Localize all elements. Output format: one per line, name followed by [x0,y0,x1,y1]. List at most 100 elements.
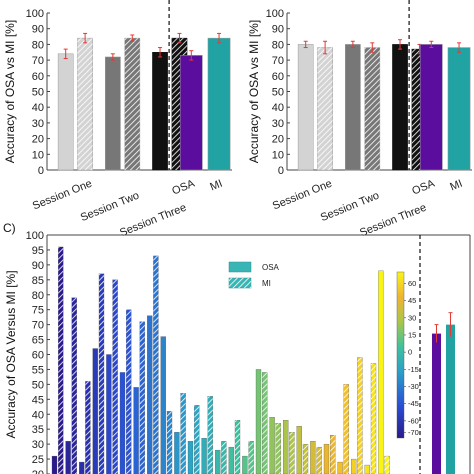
panel-c-mi-bar-hatch [262,372,268,474]
panel-c-mi-bar-hatch [139,321,145,474]
panel-c-mi-bar-hatch [194,405,200,474]
panel-c-y-tick-label: 50 [32,379,44,391]
panel-a-x-tick-label: Session Three [118,202,188,240]
panel-c-y-tick-label: 45 [32,394,44,406]
panel-c-y-tick-label: 60 [32,350,44,362]
panel-b-y-axis-label: Accuracy of OSA vs MI [%] [247,20,261,163]
panel-b-x-tick-label: OSA [410,177,437,197]
legend-mi-label: MI [262,279,271,288]
panel-b-y-tick-label: 20 [272,134,284,146]
panel-c-mi-bar-hatch [71,297,77,474]
panel-c-mi-bar-hatch [357,357,363,474]
panel-a-bar [57,53,74,171]
colorbar-tick-label: 30 [408,313,416,322]
panel-c-mi-bar-hatch [248,441,254,474]
panel-a-y-tick-label: 100 [26,8,44,20]
colorbar-tick-label: -30 [408,382,419,391]
panel-c-osa-bar [364,464,370,474]
panel-b-y-tick-label: 70 [272,55,284,67]
panel-c-y-tick-label: 65 [32,335,44,347]
panel-c-osa-bar [310,440,316,474]
panel-c-summary-bar-osa [432,333,441,474]
panel-a-y-tick-label: 30 [32,118,44,130]
panel-a-y-axis-label: Accuracy of OSA vs MI [%] [3,20,17,163]
panel-b-bar [392,44,408,171]
panel-a-x-tick-label: Session Two [79,190,141,224]
panel-a-y-tick-label: 20 [32,134,44,146]
panel-b-y-tick-label: 30 [272,118,284,130]
panel-c-osa-bar [133,387,139,474]
panel-b-x-tick-label: Session One [271,178,334,213]
panel-c-osa-bar [79,461,85,474]
panel-c-mi-bar-hatch [289,432,295,474]
legend-osa-label: OSA [262,263,280,272]
panel-c-y-tick-label: 35 [32,424,44,436]
panel-c-osa-bar [242,455,248,474]
panel-c-osa-bar [51,455,58,474]
panel-a-y-tick-label: 50 [32,87,44,99]
panel-c-osa-bar [106,354,112,474]
panel-c-mi-bar-hatch [207,396,213,474]
panel-a-y-tick-label: 70 [32,55,44,67]
panel-a-y-tick-label: 10 [32,149,44,161]
colorbar-tick-label: -15 [408,365,419,374]
panel-c-mi-bar-hatch [99,273,104,474]
panel-a-bar [207,37,231,171]
panel-c-osa-bar [296,426,302,474]
panel-a-x-tick-label: OSA [170,177,197,197]
panel-c-osa-bar [269,417,275,474]
panel-c-osa-bar [201,437,207,474]
panel-b-bar-hatch [317,47,333,170]
panel-c-mi-bar-hatch [330,435,336,474]
panel-c-osa-bar [174,432,180,474]
panel-c-mi-bar-hatch [153,255,159,474]
panel-c-y-axis-label: Accuracy of OSA Versus MI [%] [4,270,18,438]
panel-c-osa-bar [215,449,221,474]
panel-b-y-tick-label: 40 [272,102,284,114]
panel-c-mi-bar-hatch [275,423,281,474]
panel-c-y-tick-label: 25 [32,454,44,466]
panel-c-mi-bar-hatch [303,444,308,474]
panel-c-mi-bar-hatch [235,420,240,474]
panel-c-y-tick-label: 90 [32,260,44,272]
panel-a-chart: 0 10 20 30 40 50 60 70 80 90 100 Accuracy of OSA vs… [3,0,232,239]
panel-c-y-tick-label: 95 [32,245,44,257]
panel-a-bar [179,55,203,171]
panel-b-bar [297,44,314,171]
panel-c-mi-bar-hatch [58,246,64,474]
panel-b-bar [419,44,443,171]
colorbar-tick-label: -70 [408,428,419,437]
panel-c-y-tick-label: 70 [32,320,44,332]
panel-c-osa-bar [119,372,126,474]
panel-c-summary-bar-mi [446,324,455,474]
panel-b-y-tick-label: 0 [278,165,284,177]
panel-c-osa-bar [147,315,153,474]
panel-a-y-tick-label: 60 [32,71,44,83]
panel-b-x-tick-label: MI [448,178,464,194]
panel-c-osa-bar [160,336,166,474]
panel-c-mi-bar-hatch [85,381,91,474]
panel-b-x-tick-label: Session Three [358,202,428,240]
panel-c-mi-bar-hatch [384,456,390,474]
panel-c-mi-bar-hatch [112,279,118,474]
colorbar-tick-label: -60 [408,416,419,425]
panel-c-osa-bar [351,458,357,474]
colorbar-tick-label: 0 [408,348,412,357]
panel-c-y-tick-label: 55 [32,364,44,376]
panel-b-y-tick-label: 10 [272,149,284,161]
panel-c-osa-bar [337,461,343,474]
colorbar-tick-label: 15 [408,330,416,339]
panel-a-x-tick-label: Session One [31,178,94,213]
colorbar-tick-label: -45 [408,399,419,408]
panel-c-mi-bar-hatch [126,309,132,474]
panel-c-y-tick-label: 30 [32,439,44,451]
panel-c-y-tick-label: 100 [26,230,44,242]
panel-b-bar [345,44,361,171]
panel-c-y-tick-label: 80 [32,290,44,302]
panel-c-osa-bar [323,443,330,474]
panel-c-label: C) [3,221,16,235]
panel-c-osa-bar [92,348,98,474]
panel-c-y-tick-label: 85 [32,275,44,287]
colorbar [396,271,405,439]
panel-c-mi-bar-hatch [371,363,376,474]
